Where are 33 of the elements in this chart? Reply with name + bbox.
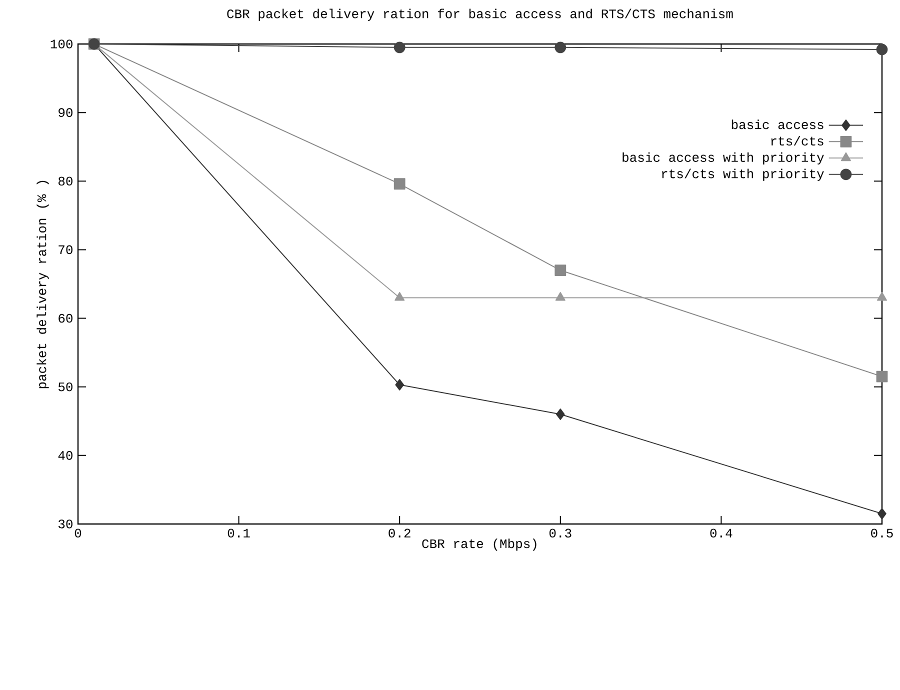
x-tick-label: 0.2 (388, 528, 410, 538)
y-axis-title: packet delivery ration (% ) (36, 180, 49, 388)
point (554, 42, 566, 54)
y-tick-label: 70 (58, 245, 72, 254)
point (394, 42, 406, 54)
legend-label: basic access with priority (622, 152, 824, 164)
legend-label: rts/cts with priority (662, 168, 824, 181)
x-tick-label: 0.5 (871, 528, 893, 538)
point (394, 178, 406, 190)
x-tick-label: 0.1 (228, 528, 250, 538)
legend-label: basic access (732, 120, 824, 130)
point (395, 379, 404, 390)
x-tick-label: 0 (74, 528, 82, 538)
legend-label: rts/cts (771, 136, 824, 146)
y-tick-label: 30 (58, 520, 72, 528)
point (876, 44, 888, 56)
y-tick-label: 50 (58, 382, 72, 392)
point (554, 264, 566, 276)
x-axis-title: CBR rate (Mbps) (422, 538, 536, 551)
x-tick-label: 0.3 (549, 528, 572, 538)
point (394, 292, 405, 301)
point (555, 292, 566, 301)
y-tick-label: 90 (58, 108, 72, 117)
x-tick-label: 0.4 (710, 528, 732, 538)
point (876, 292, 887, 301)
y-tick-label: 60 (58, 314, 72, 323)
point (556, 408, 565, 420)
y-tick-label: 80 (58, 176, 72, 186)
chart-title: CBR packet delivery ration for basic access and RTS/CTS mechanism (227, 8, 733, 21)
point (878, 508, 886, 520)
y-tick-label: 40 (58, 451, 72, 460)
y-tick-label: 100 (50, 40, 72, 48)
point (876, 370, 888, 382)
